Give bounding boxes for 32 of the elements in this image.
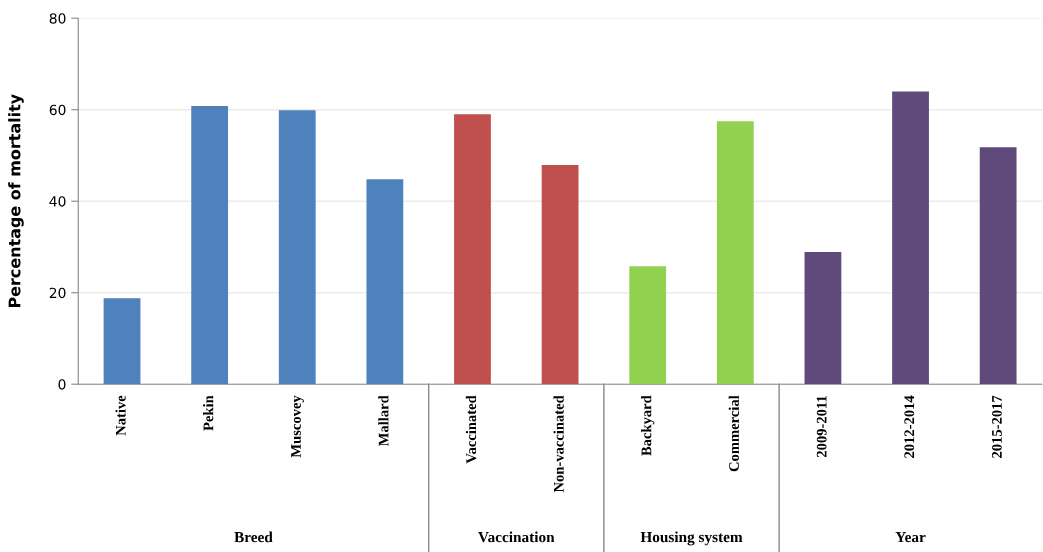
y-tick-label: 40 [49,196,66,207]
bar [716,121,754,385]
text: Housing system [640,531,743,546]
bar [979,147,1017,385]
x-tick-label: 2015-2017 [991,395,1002,458]
y-axis-title: Percentage of mortality [8,94,24,308]
x-tick-label: 2009-2011 [816,396,827,458]
bar [892,91,929,385]
x-tick-label: Mallard [378,395,389,447]
bar [366,179,404,385]
x-tick-label: Muscovey [291,395,304,458]
x-tick-label: 2012-2014 [904,395,915,458]
bar [629,266,667,385]
bar [191,106,229,385]
x-tick-label: Backyard [641,395,655,456]
text: Vaccination [478,531,555,543]
x-tick-label: Native [115,395,126,436]
bar [804,251,842,385]
x-tick-label: Non-vaccinated [553,395,564,493]
text: Breed [234,531,273,543]
text: Year [895,532,926,543]
y-tick-label: 80 [49,13,66,24]
x-tick-label: Commercial [728,395,739,472]
bar [454,114,491,385]
y-tick-label: 60 [49,104,66,116]
x-tick-label: Pekin [203,395,214,431]
x-tick-label: Vaccinated [465,395,477,464]
y-tick-label: 20 [49,287,66,299]
bar [541,165,579,385]
y-tick-label: 0 [58,379,66,390]
bar [103,298,141,385]
bar [278,110,316,385]
